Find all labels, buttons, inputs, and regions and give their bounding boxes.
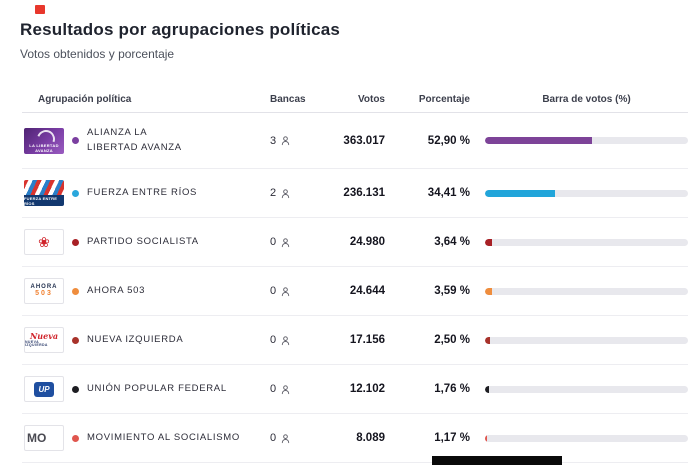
fer-stripes-icon [24, 180, 64, 195]
votes-value: 17.156 [349, 334, 385, 346]
party-dot [72, 238, 79, 246]
logo-text: FUERZA ENTRE RÍOS [24, 195, 64, 206]
bar-fill [485, 189, 555, 197]
vote-bar-track [485, 434, 688, 442]
party-dot [72, 137, 79, 144]
party-logo-ps: ❀ [24, 229, 64, 255]
bottom-watermark-bar [432, 456, 562, 465]
table-row: Nueva NUEVA IZQUIERDA NUEVA IZQUIERDA 0 … [22, 316, 688, 365]
results-table: Agrupación política Bancas Votos Porcent… [22, 86, 688, 463]
party-dot [72, 385, 79, 393]
bar-fill [485, 336, 491, 344]
table-header-row: Agrupación política Bancas Votos Porcent… [22, 86, 688, 113]
votes-value: 363.017 [343, 134, 385, 147]
bar-fill [485, 137, 593, 144]
party-name: ALIANZA LA LIBERTAD AVANZA [87, 127, 182, 153]
bar-fill [485, 434, 488, 442]
percentage-value: 3,59 % [434, 285, 470, 297]
logo-text-line1: AHORA [30, 283, 58, 290]
vote-bar-track [485, 137, 688, 144]
up-badge-icon: UP [34, 381, 54, 397]
seats-value: 3 [270, 134, 277, 147]
party-logo-ahora503: AHORA 503 [24, 278, 64, 304]
person-icon [281, 188, 290, 198]
header-votes: Votos [357, 93, 385, 105]
table-row: FUERZA ENTRE RÍOS FUERZA ENTRE RÍOS 2 23… [22, 169, 688, 218]
person-icon [281, 384, 290, 394]
table-row: UP UNIÓN POPULAR FEDERAL 0 12.102 1,76 % [22, 365, 688, 414]
party-dot [72, 189, 79, 197]
party-name: FUERZA ENTRE RÍOS [87, 186, 198, 198]
header-seats: Bancas [270, 93, 306, 105]
seats-value: 0 [270, 334, 277, 346]
table-row: AHORA 503 AHORA 503 0 24.644 3,59 % [22, 267, 688, 316]
seats-value: 0 [270, 432, 277, 444]
header-bar: Barra de votos (%) [542, 93, 631, 105]
vote-bar-track [485, 287, 688, 295]
seats-cell: 0 [270, 285, 330, 297]
party-logo-fer: FUERZA ENTRE RÍOS [24, 180, 64, 206]
stray-red-mark [35, 5, 45, 14]
percentage-value: 1,76 % [434, 383, 470, 395]
seats-value: 0 [270, 236, 277, 248]
vote-bar-track [485, 385, 688, 393]
party-logo-mas: MO [24, 425, 64, 451]
person-icon [281, 433, 290, 443]
percentage-value: 3,64 % [434, 236, 470, 248]
bar-fill [485, 238, 493, 246]
header-party: Agrupación política [38, 93, 132, 105]
vote-bar-track [485, 189, 688, 197]
logo-text: LA LIBERTAD AVANZA [29, 142, 59, 153]
logo-text-line2: NUEVA IZQUIERDA [25, 339, 48, 348]
person-icon [281, 237, 290, 247]
seats-value: 2 [270, 187, 277, 199]
party-name: UNIÓN POPULAR FEDERAL [87, 382, 227, 394]
rose-icon: ❀ [38, 234, 50, 250]
logo-text-line2: 503 [35, 290, 53, 298]
votes-value: 8.089 [356, 432, 385, 444]
votes-value: 24.980 [349, 236, 385, 248]
person-icon [281, 335, 290, 345]
table-row: MO MOVIMIENTO AL SOCIALISMO 0 8.089 1,17… [22, 414, 688, 463]
party-name: MOVIMIENTO AL SOCIALISMO [87, 431, 240, 443]
seats-cell: 0 [270, 236, 330, 248]
votes-value: 12.102 [349, 383, 385, 395]
person-icon [281, 136, 290, 146]
percentage-value: 52,90 % [427, 134, 470, 147]
seats-value: 0 [270, 383, 277, 395]
party-logo-upf: UP [24, 376, 64, 402]
seats-cell: 0 [270, 334, 330, 346]
table-row: ❀ PARTIDO SOCIALISTA 0 24.980 3,64 % [22, 218, 688, 267]
percentage-value: 34,41 % [427, 187, 470, 199]
header-percentage: Porcentaje [418, 93, 470, 105]
party-name: PARTIDO SOCIALISTA [87, 235, 199, 247]
vote-bar-track [485, 336, 688, 344]
vote-bar-track [485, 238, 688, 246]
party-dot [72, 434, 79, 442]
logo-text-line1: Nueva [29, 330, 59, 341]
votes-value: 24.644 [349, 285, 385, 297]
table-row: LA LIBERTAD AVANZA ALIANZA LA LIBERTAD A… [22, 113, 688, 169]
bar-fill [485, 385, 489, 393]
seats-value: 0 [270, 285, 277, 297]
party-name: AHORA 503 [87, 284, 146, 296]
seats-cell: 3 [270, 135, 330, 147]
party-dot [72, 336, 79, 344]
seats-cell: 0 [270, 383, 330, 395]
votes-value: 236.131 [343, 187, 385, 199]
party-logo-ni: Nueva NUEVA IZQUIERDA [24, 327, 64, 353]
bar-fill [485, 287, 493, 295]
logo-text: MO [27, 431, 47, 445]
party-name: NUEVA IZQUIERDA [87, 333, 184, 345]
percentage-value: 2,50 % [434, 334, 470, 346]
party-dot [72, 287, 79, 295]
person-icon [281, 286, 290, 296]
seats-cell: 2 [270, 187, 330, 199]
party-logo-lla: LA LIBERTAD AVANZA [24, 127, 64, 154]
percentage-value: 1,17 % [434, 432, 470, 444]
page-title: Resultados por agrupaciones políticas [20, 20, 341, 39]
seats-cell: 0 [270, 432, 330, 444]
page-subtitle: Votos obtenidos y porcentaje [20, 47, 175, 61]
